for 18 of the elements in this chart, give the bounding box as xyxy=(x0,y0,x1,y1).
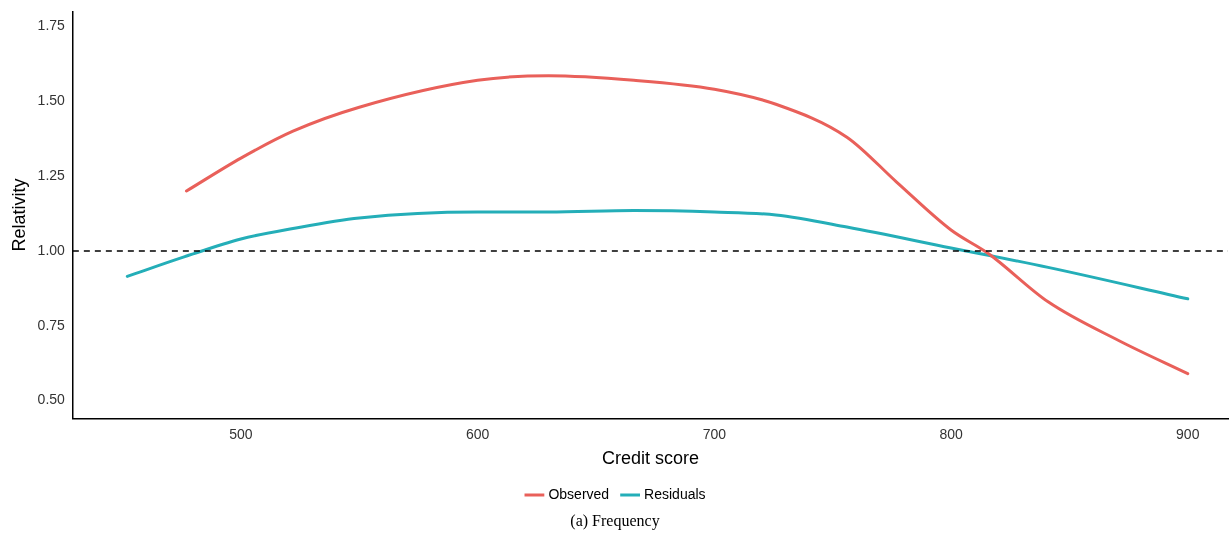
x-tick-label: 600 xyxy=(465,425,490,442)
x-tick-label: 500 xyxy=(229,425,253,442)
legend-label: Residuals xyxy=(644,485,706,502)
x-tick-label: 800 xyxy=(939,425,963,442)
x-tick-label: 700 xyxy=(702,425,727,442)
legend-label: Observed xyxy=(548,485,610,502)
line-series xyxy=(125,209,1190,301)
y-tick-label: 0.50 xyxy=(37,391,66,408)
y-tick-label: 1.00 xyxy=(37,241,66,258)
x-axis-title: Credit score xyxy=(601,448,699,469)
y-tick-label: 1.25 xyxy=(37,166,66,183)
y-tick-label: 1.50 xyxy=(37,92,66,109)
line-series xyxy=(184,74,1190,376)
text: (a) Frequency xyxy=(569,512,661,530)
x-tick-label: 900 xyxy=(1176,425,1200,442)
y-tick-label: 1.75 xyxy=(37,17,66,34)
y-axis-title: Relativity xyxy=(8,178,29,252)
y-tick-label: 0.75 xyxy=(37,316,66,333)
